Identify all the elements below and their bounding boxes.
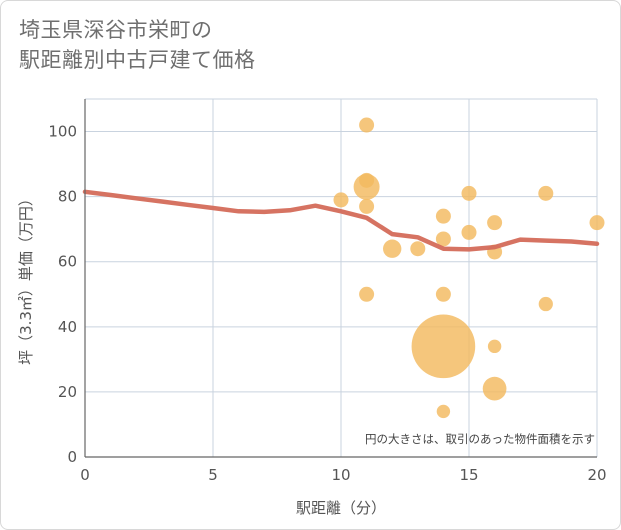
- data-points: [333, 117, 605, 419]
- scatter-point: [410, 241, 426, 257]
- scatter-point: [461, 185, 477, 201]
- y-tick-label: 0: [67, 448, 77, 466]
- scatter-point: [359, 198, 375, 214]
- scatter-point: [589, 215, 605, 231]
- y-tick-label: 100: [48, 123, 77, 141]
- y-tick-label: 80: [58, 188, 77, 206]
- scatter-point: [435, 208, 451, 224]
- scatter-point: [411, 314, 476, 379]
- scatter-point: [482, 376, 507, 401]
- scatter-point: [538, 296, 553, 312]
- scatter-point: [359, 117, 375, 133]
- x-tick-label: 20: [587, 466, 606, 484]
- grid: [85, 98, 598, 457]
- scatter-point: [487, 215, 503, 231]
- axes: [84, 99, 597, 458]
- scatter-point: [383, 239, 402, 258]
- y-tick-label: 20: [58, 383, 77, 401]
- scatter-point: [487, 339, 502, 354]
- size-legend-note: 円の大きさは、取引のあった物件面積を示す: [365, 432, 595, 446]
- chart-title-line-2: 駅距離別中古戸建て価格: [19, 48, 256, 72]
- scatter-point: [461, 224, 477, 240]
- y-tick-label: 40: [58, 318, 77, 336]
- trend-line-group: [82, 189, 600, 252]
- x-tick-label: 5: [208, 466, 218, 484]
- trend-line: [82, 189, 600, 252]
- x-axis-label: 駅距離（分）: [296, 499, 386, 517]
- x-tick-label: 10: [331, 466, 350, 484]
- chart-title: 埼玉県深谷市栄町の 駅距離別中古戸建て価格: [19, 15, 256, 75]
- scatter-point: [359, 286, 375, 302]
- y-tick-label: 60: [58, 253, 77, 271]
- scatter-point: [435, 286, 451, 302]
- tick-labels: 0 5 10 15 20 0 20 40 60 80 100: [48, 123, 606, 484]
- y-axis-label: 坪（3.3㎡）単価（万円）: [17, 191, 35, 365]
- scatter-point: [353, 173, 380, 200]
- chart-title-line-1: 埼玉県深谷市栄町の: [19, 18, 213, 42]
- x-tick-label: 15: [459, 466, 478, 484]
- scatter-point: [435, 231, 451, 247]
- scatter-point: [538, 185, 554, 201]
- x-tick-label: 0: [80, 466, 90, 484]
- scatter-point: [436, 404, 451, 419]
- scatter-point: [333, 192, 349, 208]
